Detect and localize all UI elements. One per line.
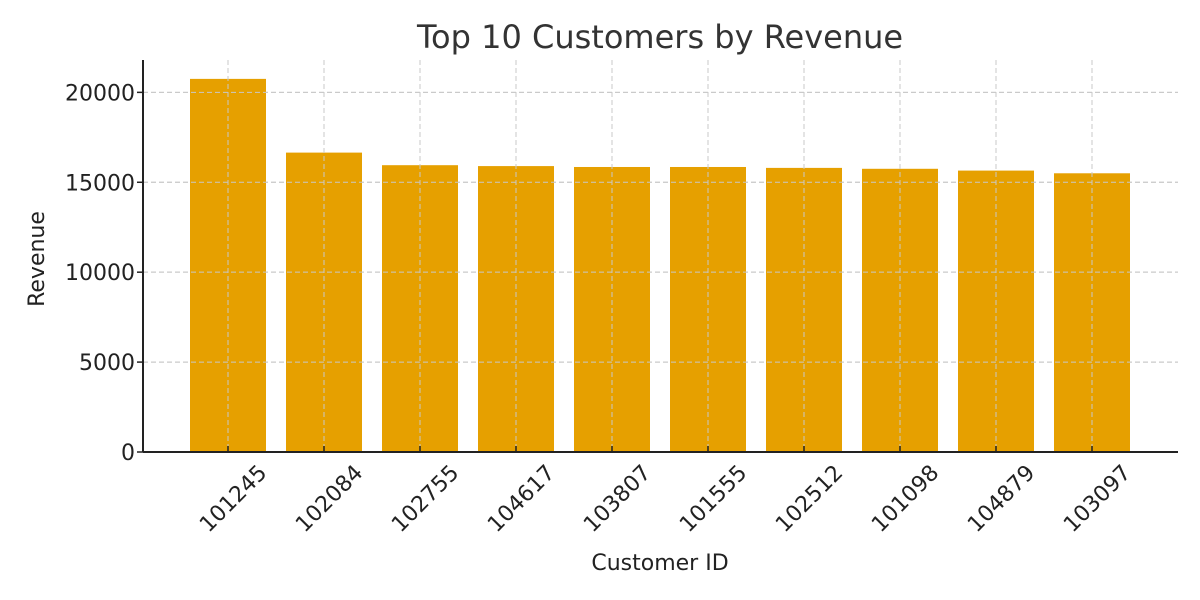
x-tick-label: 103097 (1059, 461, 1136, 538)
x-tick-label: 104879 (963, 461, 1040, 538)
y-tick-label: 5000 (79, 351, 135, 376)
y-tick-label: 20000 (65, 81, 135, 106)
y-axis-label: Revenue (25, 211, 50, 307)
y-tick-label: 15000 (65, 171, 135, 196)
y-tick-label: 10000 (65, 261, 135, 286)
chart-title: Top 10 Customers by Revenue (416, 18, 903, 56)
x-tick-label: 101098 (867, 461, 944, 538)
y-tick-label: 0 (121, 441, 135, 466)
y-axis-ticks: 0 5000 10000 15000 20000 (65, 81, 143, 466)
x-axis-ticks: 101245 102084 102755 104617 103807 101555 1025… (195, 446, 1136, 538)
x-tick-label: 101245 (195, 461, 272, 538)
x-axis-label: Customer ID (591, 551, 728, 576)
x-tick-label: 102512 (771, 461, 848, 538)
x-tick-label: 101555 (675, 461, 752, 538)
x-tick-label: 102084 (291, 461, 368, 538)
x-tick-label: 103807 (579, 461, 656, 538)
bars (143, 60, 1178, 453)
x-tick-label: 102755 (387, 461, 464, 538)
x-tick-label: 104617 (483, 461, 560, 538)
